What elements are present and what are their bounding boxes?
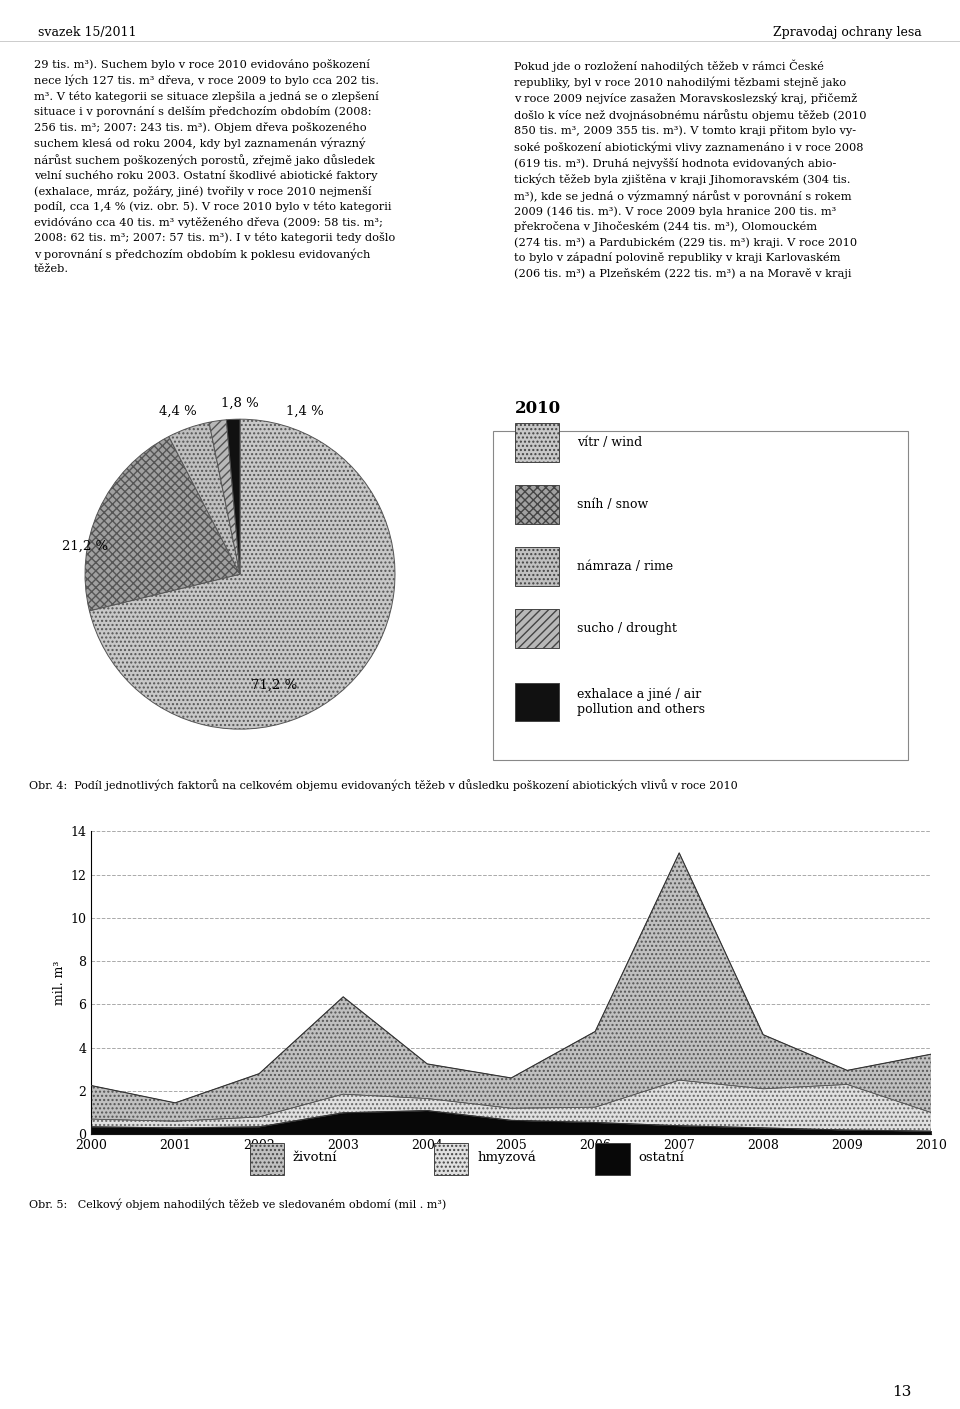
Text: sníh / snow: sníh / snow bbox=[577, 497, 648, 511]
FancyBboxPatch shape bbox=[595, 1144, 630, 1175]
FancyBboxPatch shape bbox=[516, 682, 560, 721]
Bar bbox=[493, 431, 908, 761]
Wedge shape bbox=[89, 420, 395, 728]
FancyBboxPatch shape bbox=[516, 423, 560, 462]
FancyBboxPatch shape bbox=[250, 1144, 284, 1175]
Text: Obr. 4:  Podíl jednotlivých faktorů na celkovém objemu evidovaných těžeb v důsle: Obr. 4: Podíl jednotlivých faktorů na ce… bbox=[29, 779, 737, 792]
FancyBboxPatch shape bbox=[516, 609, 560, 648]
Wedge shape bbox=[169, 423, 240, 575]
Text: 71,2 %: 71,2 % bbox=[251, 679, 298, 692]
FancyBboxPatch shape bbox=[516, 485, 560, 524]
Y-axis label: mil. m³: mil. m³ bbox=[53, 961, 66, 1005]
Text: hmyzová: hmyzová bbox=[477, 1151, 536, 1164]
Text: Pokud jde o rozložení nahodilých těžeb v rámci České
republiky, byl v roce 2010 : Pokud jde o rozložení nahodilých těžeb v… bbox=[514, 59, 866, 279]
Text: 13: 13 bbox=[893, 1385, 912, 1399]
Text: Obr. 5:   Celkový objem nahodilých těžeb ve sledovaném obdomí (mil . m³): Obr. 5: Celkový objem nahodilých těžeb v… bbox=[29, 1199, 446, 1210]
Text: 21,2 %: 21,2 % bbox=[62, 540, 108, 552]
Text: ostatní: ostatní bbox=[638, 1151, 684, 1164]
Text: 2010: 2010 bbox=[516, 400, 562, 417]
Text: vítr / wind: vítr / wind bbox=[577, 435, 642, 449]
Wedge shape bbox=[85, 437, 240, 612]
Text: exhalace a jiné / air
pollution and others: exhalace a jiné / air pollution and othe… bbox=[577, 688, 706, 716]
Wedge shape bbox=[227, 420, 240, 575]
Text: 29 tis. m³). Suchem bylo v roce 2010 evidováno poškození
nece lých 127 tis. m³ d: 29 tis. m³). Suchem bylo v roce 2010 evi… bbox=[34, 59, 395, 273]
FancyBboxPatch shape bbox=[516, 547, 560, 586]
Text: Zpravodaj ochrany lesa: Zpravodaj ochrany lesa bbox=[773, 25, 922, 39]
Text: 1,8 %: 1,8 % bbox=[221, 397, 259, 410]
Wedge shape bbox=[209, 420, 240, 575]
FancyBboxPatch shape bbox=[434, 1144, 468, 1175]
Text: 1,4 %: 1,4 % bbox=[286, 404, 324, 418]
Text: námraza / rime: námraza / rime bbox=[577, 559, 673, 573]
Text: 4,4 %: 4,4 % bbox=[159, 404, 197, 418]
Text: sucho / drought: sucho / drought bbox=[577, 621, 677, 635]
Text: svazek 15/2011: svazek 15/2011 bbox=[38, 25, 137, 39]
Text: životní: životní bbox=[293, 1151, 337, 1164]
